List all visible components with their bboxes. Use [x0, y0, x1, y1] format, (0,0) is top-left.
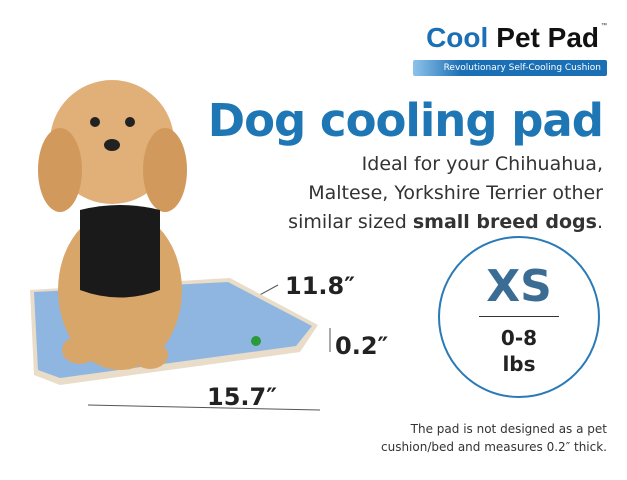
logo-wordmark: Cool Pet Pad ™	[411, 22, 607, 56]
dog-eye	[90, 117, 100, 127]
length-line	[87, 404, 321, 411]
brand-logo: Cool Pet Pad ™ Revolutionary Self-Coolin…	[411, 22, 607, 78]
dog-paw	[62, 336, 98, 364]
description: Ideal for your Chihuahua, Maltese, Yorks…	[288, 150, 603, 237]
dog-paw	[132, 341, 168, 369]
logo-tagline: Revolutionary Self-Cooling Cushion	[413, 60, 607, 76]
description-line: Maltese, Yorkshire Terrier other	[308, 182, 603, 204]
width-dimension: 11.8″	[285, 272, 355, 300]
length-dimension: 15.7″	[207, 383, 277, 411]
trademark: ™	[601, 23, 607, 29]
dog-on-pad-illustration	[30, 80, 331, 411]
text: similar sized	[288, 211, 413, 233]
logo-cool: Cool	[426, 22, 489, 53]
weight-unit: lbs	[502, 352, 536, 376]
divider	[479, 316, 559, 317]
thickness-dimension: 0.2″	[335, 332, 389, 360]
dog-eye	[125, 117, 135, 127]
dog-harness	[80, 205, 160, 298]
size-badge: XS 0-8 lbs	[438, 236, 600, 398]
dog-ear	[38, 128, 82, 212]
headline: Dog cooling pad	[207, 94, 604, 147]
footnote-line: cushion/bed and measures 0.2″ thick.	[381, 440, 607, 454]
weight-range: 0-8	[500, 326, 538, 350]
paw-logo-icon	[251, 336, 261, 346]
description-line: Ideal for your Chihuahua,	[361, 153, 603, 175]
text: .	[596, 211, 603, 233]
size-label: XS	[486, 261, 552, 312]
logo-pet-pad: Pet Pad	[496, 22, 599, 53]
footnote: The pad is not designed as a pet cushion…	[381, 420, 607, 456]
description-line: similar sized small breed dogs.	[288, 208, 603, 237]
bold-text: small breed dogs	[412, 211, 597, 233]
dog-ear	[143, 128, 187, 212]
footnote-line: The pad is not designed as a pet	[410, 422, 607, 436]
dog-nose	[104, 139, 120, 151]
